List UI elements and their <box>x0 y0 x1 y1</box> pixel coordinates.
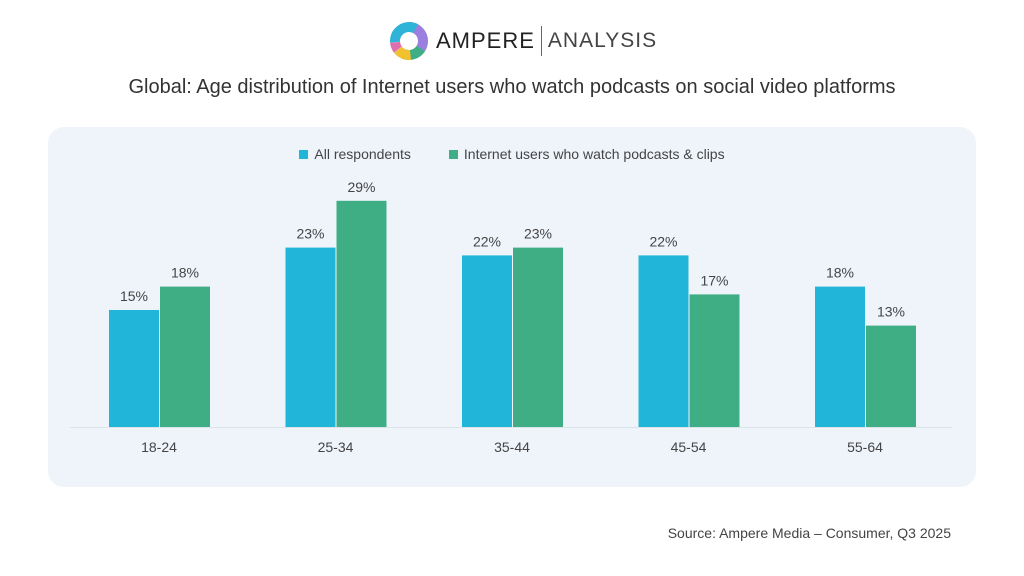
legend: All respondents Internet users who watch… <box>0 146 1024 162</box>
logo-divider <box>540 26 542 56</box>
legend-item-all: All respondents <box>299 146 411 162</box>
data-label: 23% <box>524 226 552 242</box>
x-tick-label: 35-44 <box>494 439 530 455</box>
x-tick-label: 45-54 <box>671 439 707 455</box>
bar <box>160 286 210 427</box>
data-label: 22% <box>649 233 677 249</box>
logo-brand: AMPERE <box>436 28 535 53</box>
legend-swatch <box>448 149 458 159</box>
logo-ring-icon <box>390 22 428 60</box>
data-label: 18% <box>826 265 854 281</box>
x-tick-label: 18-24 <box>141 439 177 455</box>
bar <box>109 310 159 427</box>
legend-label: Internet users who watch podcasts & clip… <box>463 146 725 162</box>
data-label: 15% <box>120 288 148 304</box>
legend-item-podcast: Internet users who watch podcasts & clip… <box>448 146 725 162</box>
bar <box>336 200 387 427</box>
x-tick-label: 55-64 <box>847 439 883 455</box>
bar <box>866 325 916 427</box>
legend-label: All respondents <box>314 146 411 162</box>
bar <box>513 247 563 427</box>
bar <box>638 255 689 427</box>
data-label: 29% <box>347 179 375 195</box>
source-note: Source: Ampere Media – Consumer, Q3 2025 <box>667 525 951 541</box>
bar <box>285 247 336 427</box>
legend-swatch <box>299 149 309 159</box>
data-label: 17% <box>700 272 728 288</box>
bar <box>689 294 740 427</box>
bar <box>815 286 865 427</box>
data-label: 23% <box>296 226 324 242</box>
logo-sub: ANALYSIS <box>547 29 658 52</box>
x-tick-label: 25-34 <box>318 439 354 455</box>
chart-title: Global: Age distribution of Internet use… <box>128 76 896 98</box>
bar <box>462 255 512 427</box>
data-label: 22% <box>473 233 501 249</box>
data-label: 18% <box>171 265 199 281</box>
ampere-logo: AMPERE ANALYSIS <box>390 20 657 62</box>
data-label: 13% <box>877 304 905 320</box>
